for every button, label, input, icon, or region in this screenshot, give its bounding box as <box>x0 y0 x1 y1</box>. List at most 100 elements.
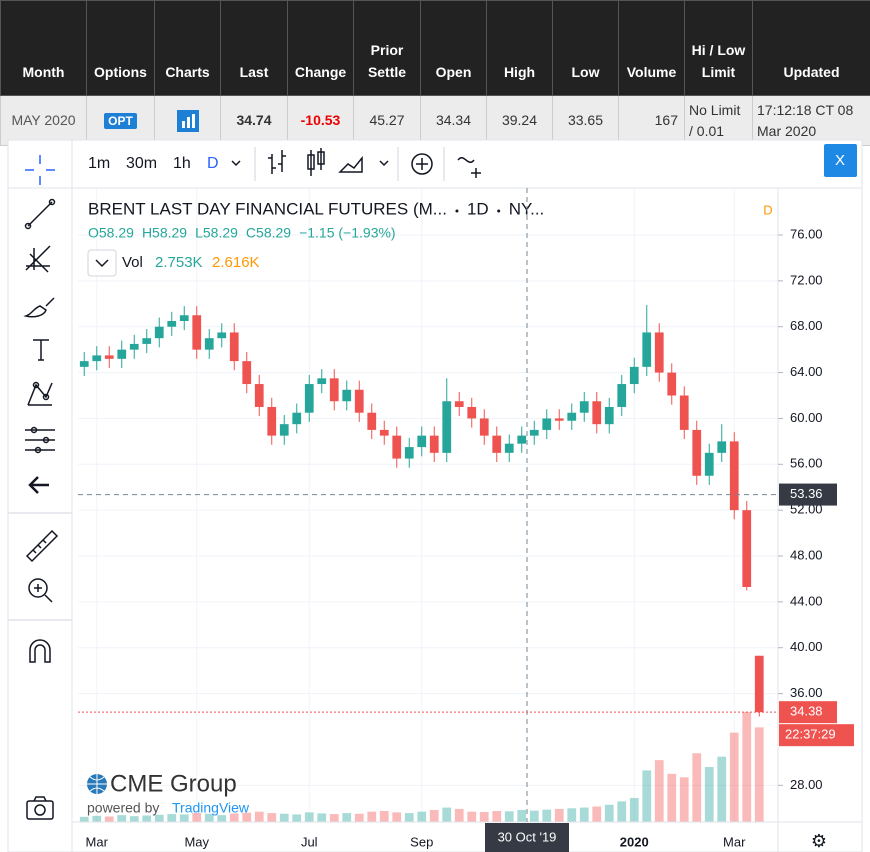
settings-icon[interactable]: ⚙ <box>811 831 827 851</box>
x-tick-label: 2020 <box>620 834 649 849</box>
header: Prior Settle <box>353 0 421 96</box>
candle-body <box>279 424 289 436</box>
limit: No Limit / 0.01 <box>684 95 753 146</box>
interval[interactable]: 30m <box>126 155 157 172</box>
last-price-label: 34.38 <box>790 704 823 719</box>
header: Hi / Low Limit <box>684 0 753 96</box>
candle-body <box>754 655 764 713</box>
interval[interactable]: 1m <box>88 155 110 172</box>
candle-body <box>267 406 277 436</box>
volume-bar <box>617 801 627 822</box>
volume-bar <box>342 813 352 822</box>
toolbar-icons[interactable] <box>231 147 481 181</box>
candle-body <box>554 418 564 421</box>
candle-body <box>479 418 489 436</box>
y-tick-label: 60.00 <box>790 410 823 425</box>
chart-title: BRENT LAST DAY FINANCIAL FUTURES (M... <box>88 199 447 218</box>
candle-body <box>342 389 352 402</box>
options-button[interactable]: OPT <box>104 112 137 129</box>
close-button[interactable] <box>824 144 857 177</box>
separator <box>497 209 501 213</box>
chart-icon[interactable] <box>176 109 199 132</box>
high: 39.24 <box>486 95 553 146</box>
candle-body <box>592 401 602 425</box>
candle-body <box>692 429 702 476</box>
volume-bar <box>217 815 227 822</box>
volume-bar <box>579 807 589 822</box>
crosshair-price-box <box>779 483 837 506</box>
drawing-tools[interactable] <box>8 155 72 820</box>
month: MAY 2020 <box>0 95 87 146</box>
legend-toggle[interactable] <box>87 249 117 277</box>
volume-bar <box>542 809 552 822</box>
volume-bar <box>679 777 689 822</box>
countdown-box <box>779 724 854 747</box>
y-tick-label: 72.00 <box>790 272 823 287</box>
volume-bar <box>179 814 189 822</box>
header: Change <box>287 0 354 96</box>
y-tick-label: 28.00 <box>790 777 823 792</box>
candle-body <box>317 378 327 385</box>
candle-body <box>167 320 177 327</box>
close-label[interactable]: X <box>835 152 845 169</box>
candle-body <box>654 332 664 373</box>
status-badge: D <box>763 202 772 217</box>
candle-body <box>329 378 339 402</box>
volume-bar <box>292 814 302 822</box>
volume-bar <box>242 812 252 822</box>
candle-body <box>304 384 314 413</box>
candle-body <box>529 429 539 436</box>
candle-body <box>717 441 727 453</box>
candle-body <box>367 412 377 430</box>
volume-bar <box>604 804 614 822</box>
volume-bar <box>442 807 452 822</box>
interval-label: 1D <box>467 199 489 218</box>
volume-bar <box>642 770 652 822</box>
volume-bar <box>554 808 564 822</box>
header: Volume <box>618 0 685 96</box>
volume-bar <box>379 811 389 822</box>
candle-body <box>467 406 477 419</box>
volume-bar <box>154 814 164 822</box>
candle-body <box>142 338 152 344</box>
header: High <box>486 0 553 96</box>
interval[interactable]: D <box>207 155 219 172</box>
volume-bar <box>592 806 602 822</box>
updated: 17:12:18 CT 08 Mar 2020 <box>752 95 870 146</box>
volume-bar <box>479 812 489 822</box>
volume-bar <box>467 811 477 822</box>
y-tick-label: 76.00 <box>790 226 823 241</box>
crosshair-price-label: 53.36 <box>790 486 823 501</box>
logo-provider[interactable]: TradingView <box>172 800 250 816</box>
candle-body <box>679 395 689 430</box>
volume-bar <box>354 813 364 822</box>
candle-body <box>442 401 452 453</box>
volume-bar <box>529 810 539 822</box>
y-tick-label: 64.00 <box>790 364 823 379</box>
candle-body <box>354 389 364 413</box>
logo-globe-lines <box>87 774 107 794</box>
candle-body <box>504 443 514 453</box>
y-tick-label: 56.00 <box>790 456 823 471</box>
volume-bar <box>717 756 727 822</box>
volume-bar <box>454 808 464 822</box>
candle-body <box>392 435 402 459</box>
volume-bar <box>142 815 152 822</box>
volume-bar <box>204 813 214 822</box>
volume-bar <box>167 814 177 822</box>
volume-bar <box>92 815 102 822</box>
interval[interactable]: 1h <box>173 155 191 172</box>
ohlc-value: L58.29 <box>195 225 238 241</box>
crosshair-date-label: 30 Oct '19 <box>498 829 557 844</box>
candle-body <box>729 441 739 511</box>
volume-bar <box>404 813 414 822</box>
x-tick-label: Sep <box>410 834 433 849</box>
volume-value: 2.616K <box>212 254 260 271</box>
widget-frame <box>7 139 863 852</box>
volume-bar <box>567 808 577 822</box>
legend-toggle-icon[interactable] <box>95 259 109 268</box>
x-tick-label: Mar <box>86 834 109 849</box>
candle-body <box>242 361 252 385</box>
